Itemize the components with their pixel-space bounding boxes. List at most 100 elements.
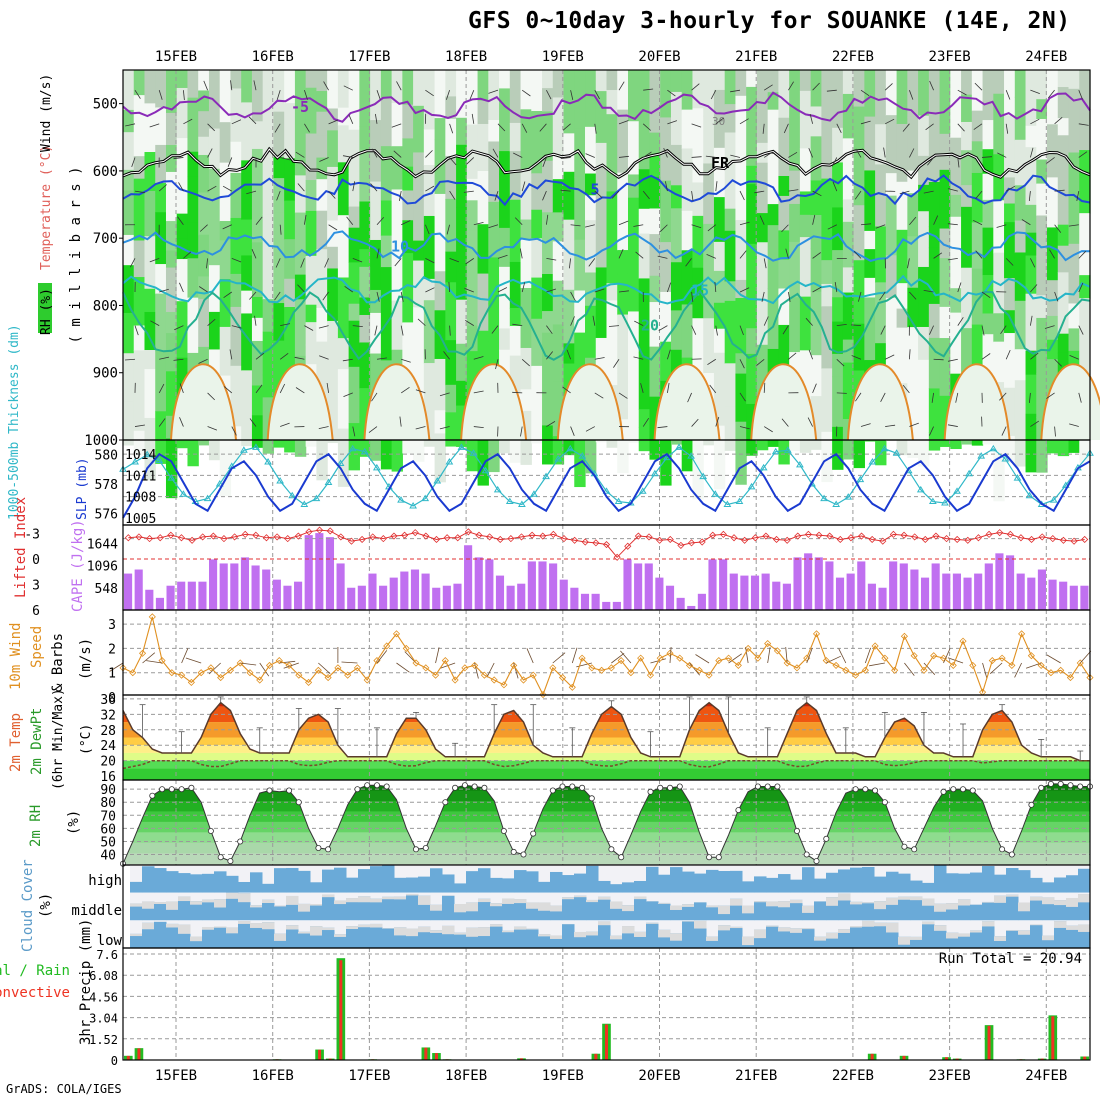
cloud-cell	[862, 920, 875, 948]
cloud-cell	[718, 871, 731, 893]
rh-cell	[1025, 232, 1037, 257]
wind-barb	[730, 89, 741, 93]
cloud-cell	[478, 898, 491, 921]
cloud-cell	[706, 869, 719, 893]
rh-cell	[746, 288, 758, 329]
rh-cell	[778, 117, 790, 177]
rh-cell	[402, 190, 414, 221]
wind-barb	[425, 150, 433, 158]
rh-cell	[176, 70, 189, 89]
rh-cell	[832, 297, 844, 323]
wind-barb	[328, 190, 336, 199]
rh-point	[1077, 783, 1084, 790]
rh-cell	[595, 301, 608, 339]
rh-cell	[251, 242, 264, 298]
rh-cell	[660, 291, 672, 343]
rh-cell	[348, 227, 360, 264]
wind-barb	[585, 426, 595, 432]
rh-cell	[198, 136, 210, 156]
rh-cell	[799, 114, 812, 150]
cloud-cell	[442, 895, 455, 921]
cloud-cell	[754, 901, 767, 921]
surface-wind-barb	[943, 648, 951, 664]
cloud-cell-light	[994, 895, 1007, 903]
rh-cell	[327, 268, 339, 322]
rh-cell	[316, 91, 328, 113]
rh-cell	[649, 302, 661, 348]
rh-cell	[262, 70, 275, 131]
surface-wind-barb	[109, 662, 124, 672]
rh-cell	[262, 374, 275, 398]
rh-cell	[1025, 374, 1037, 415]
cloud-cell-light	[442, 925, 455, 935]
cloud-cell-light	[238, 893, 251, 903]
cloud-cell-light	[634, 931, 647, 937]
wind-barb	[929, 80, 934, 91]
cloud-cell	[478, 868, 491, 893]
wind-barb	[1000, 325, 1007, 335]
thickness-point	[675, 443, 683, 450]
wind-barb	[473, 426, 484, 428]
rh-cell	[155, 70, 167, 109]
slp-tick-label: 1014	[125, 448, 156, 463]
rh-cell	[531, 238, 543, 279]
rh-cell	[187, 258, 199, 299]
wind-barb	[659, 224, 668, 232]
rh-point	[754, 783, 761, 790]
wind-barb	[739, 190, 745, 201]
wind-barb	[425, 224, 430, 235]
rh-cell	[413, 307, 425, 334]
rh-cell	[165, 311, 178, 334]
rh-cell	[756, 298, 769, 346]
wind-barb	[1029, 392, 1031, 403]
rh-cell	[971, 324, 984, 373]
cloud-cell	[394, 877, 407, 893]
cape-bar	[442, 585, 451, 610]
rh-point	[168, 786, 175, 793]
wind-barb	[131, 157, 136, 168]
cape-bar	[251, 565, 260, 610]
rh-cell	[520, 109, 532, 170]
rh-cell	[273, 111, 285, 158]
wind-barb	[763, 382, 766, 393]
thickness-point	[880, 444, 889, 452]
surface-wind-barb	[341, 661, 358, 664]
rh-cell	[123, 401, 135, 446]
wind-barb	[183, 118, 193, 125]
wind-barb	[173, 157, 184, 160]
rh-tick-label: 90	[100, 783, 116, 798]
wind-barb	[279, 224, 282, 235]
rh-point	[940, 788, 947, 795]
cloud-cell-light	[334, 934, 347, 937]
rh-cell	[273, 70, 285, 113]
cloud-cell-light	[730, 926, 743, 929]
wind-barb	[1006, 185, 1016, 192]
rh-cell	[907, 327, 919, 388]
rh-cell	[230, 113, 242, 143]
rh-cell	[230, 386, 242, 427]
wind-barb	[1030, 420, 1040, 427]
wind-barb	[207, 148, 213, 158]
rh-cell	[531, 173, 543, 211]
rh-cell	[875, 226, 887, 283]
rh-point	[461, 782, 468, 789]
rh-cell	[563, 289, 575, 317]
rh-cell	[337, 277, 350, 339]
cloud-cell-light	[262, 922, 275, 930]
rh-cell	[907, 116, 919, 172]
wind-barb	[253, 80, 257, 91]
cape-bar	[379, 585, 388, 610]
rh-cell	[1047, 177, 1059, 229]
rh-cell	[520, 438, 532, 465]
rh-cell	[187, 70, 199, 99]
wind-barb	[909, 90, 914, 100]
cloud-cell-light	[550, 935, 563, 939]
thickness-point	[493, 485, 502, 493]
cloud-cell-light	[190, 901, 203, 905]
cloud-cell-light	[538, 934, 551, 937]
cape-tick-label: 1096	[87, 560, 118, 575]
rh-cell	[799, 350, 812, 414]
rh-cell	[176, 301, 189, 359]
rh-cell	[735, 279, 747, 299]
rh-cell	[853, 260, 865, 285]
